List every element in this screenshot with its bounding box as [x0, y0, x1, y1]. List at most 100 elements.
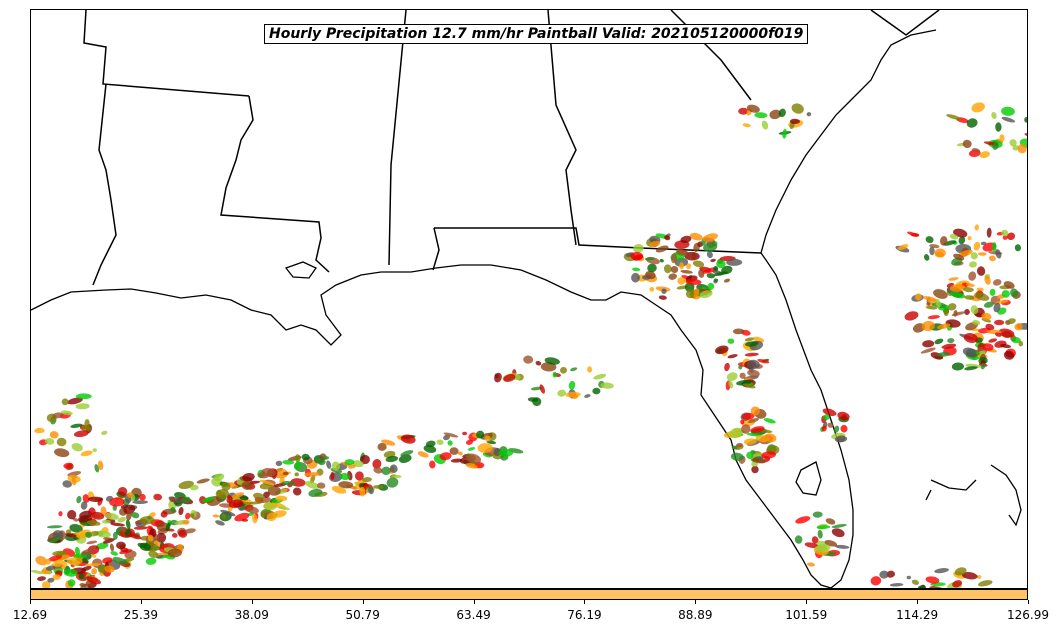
paintball-blob	[1014, 244, 1022, 252]
colorbar-tick	[695, 600, 697, 604]
paintball-blob	[633, 243, 644, 253]
paintball-blob	[190, 484, 199, 491]
paintball-blob	[450, 458, 463, 463]
paintball-blob	[816, 525, 831, 530]
paintball-blob	[988, 255, 996, 262]
paintball-blob	[308, 488, 323, 497]
paintball-blob	[686, 263, 692, 270]
paintball-blob	[153, 493, 163, 501]
paintball-blob	[46, 525, 63, 529]
colorbar-tick-label: 76.19	[567, 608, 602, 622]
paintball-blob	[1002, 235, 1008, 240]
colorbar-tick-label: 126.99	[1007, 608, 1049, 622]
paintball-blob	[949, 233, 959, 240]
paintball-blob	[731, 445, 738, 450]
paintball-blob	[791, 103, 804, 114]
paintball-blob	[126, 511, 132, 521]
paintball-blob	[294, 472, 299, 477]
paintball-blob	[259, 479, 275, 486]
paintball-blob	[75, 403, 90, 410]
paintball-blob	[67, 510, 77, 520]
paintball-blob	[806, 112, 812, 117]
paintball-blob	[348, 464, 356, 469]
paintball-blob	[970, 252, 978, 260]
paintball-blob	[54, 448, 70, 458]
paintball-blob	[82, 494, 90, 503]
paintball-blob	[707, 282, 715, 290]
paintball-blob	[81, 424, 92, 432]
paintball-blob	[950, 291, 966, 299]
paintball-blob	[1003, 281, 1015, 289]
paintball-blob	[963, 287, 974, 293]
paintball-blob	[80, 450, 93, 457]
paintball-blob	[929, 246, 935, 256]
paintball-blob	[147, 525, 153, 529]
paintball-blob	[317, 482, 326, 489]
paintball-blob	[527, 397, 539, 402]
paintball-blob	[539, 384, 546, 394]
paintball-blob	[1001, 290, 1010, 298]
paintball-blob	[253, 492, 265, 500]
paintball-blob	[973, 241, 981, 251]
paintball-blob	[263, 491, 270, 498]
paintball-blob	[182, 520, 190, 525]
paintball-blob	[75, 393, 92, 400]
paintball-blob	[742, 383, 756, 389]
paintball-blob	[795, 516, 811, 524]
paintball-blob	[78, 515, 93, 523]
paintball-blob	[117, 516, 127, 523]
paintball-blob	[1003, 350, 1015, 360]
paintball-blob	[661, 288, 667, 294]
paintball-blob	[835, 544, 850, 549]
paintball-blob	[951, 362, 964, 371]
paintball-blob	[221, 513, 226, 520]
paintball-blob	[937, 323, 951, 330]
paintball-blob	[64, 533, 77, 538]
paintball-blob	[544, 357, 560, 365]
paintball-blob	[723, 278, 731, 283]
paintball-blob	[991, 112, 997, 119]
paintball-blob	[827, 422, 834, 428]
paintball-blob	[743, 438, 757, 445]
paintball-blob	[794, 535, 803, 544]
paintball-blob	[45, 558, 51, 565]
paintball-blob	[91, 554, 97, 558]
paintball-blob	[991, 242, 997, 252]
paintball-blob	[447, 440, 453, 446]
paintball-blob	[822, 414, 830, 421]
paintball-blob	[148, 550, 159, 558]
paintball-blob	[252, 514, 258, 524]
paintball-blob	[744, 337, 755, 342]
map-canvas	[31, 10, 1027, 588]
colorbar-tick	[917, 600, 919, 604]
paintball-blob	[946, 114, 961, 120]
paintball-blob	[45, 565, 56, 571]
paintball-blob	[982, 343, 994, 351]
paintball-blob	[728, 380, 734, 389]
paintball-blob	[886, 570, 895, 578]
colorbar-tick	[584, 600, 586, 604]
paintball-blob	[368, 486, 374, 495]
paintball-blob	[423, 445, 437, 453]
paintball-blob	[698, 269, 705, 278]
paintball-blob	[736, 442, 743, 448]
paintball-blob	[631, 272, 640, 283]
colorbar-tick-label: 114.29	[896, 608, 939, 622]
paintball-blob	[339, 472, 350, 481]
colorbar	[30, 589, 1028, 600]
paintball-blob	[44, 438, 55, 445]
paintball-blob	[584, 394, 591, 398]
paintball-blob	[246, 506, 259, 514]
paintball-blob	[557, 389, 567, 397]
paintball-blob	[782, 128, 787, 139]
paintball-blob	[67, 397, 83, 405]
paintball-blob	[552, 371, 557, 378]
paintball-blob	[726, 258, 743, 266]
paintball-blob	[523, 355, 534, 364]
paintball-blob	[484, 435, 491, 442]
paintball-blob	[870, 576, 882, 586]
paintball-blob	[962, 139, 972, 149]
paintball-blob	[649, 240, 661, 247]
paintball-blob	[837, 411, 850, 421]
paintball-blob	[86, 540, 98, 545]
